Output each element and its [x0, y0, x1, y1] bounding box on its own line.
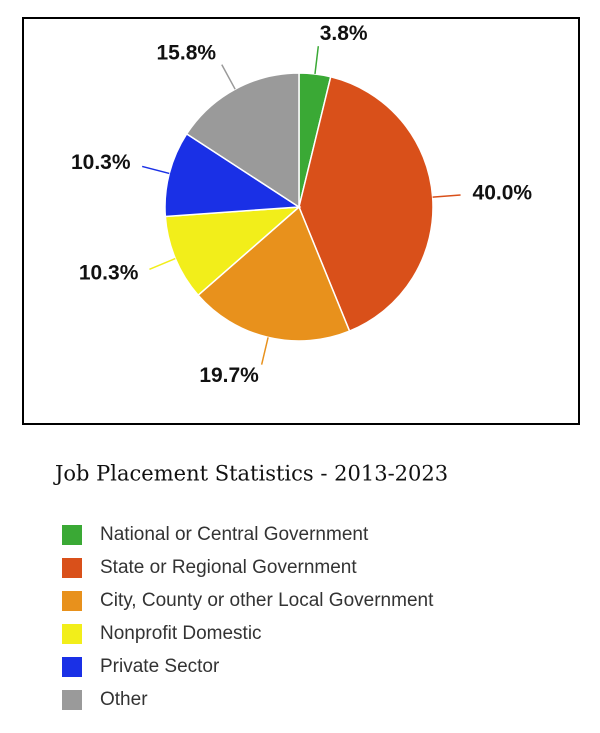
pie-slice: [185, 72, 300, 209]
leader-line: [432, 194, 461, 198]
leader-line: [141, 165, 170, 175]
chart-title: Job Placement Statistics - 2013-2023: [53, 462, 448, 486]
value-label: 3.8%: [320, 22, 368, 45]
legend-swatch: [62, 525, 82, 545]
value-label: 19.7%: [199, 364, 259, 387]
pie-slice: [164, 132, 302, 218]
legend-swatch: [62, 558, 82, 578]
value-label: 15.8%: [157, 42, 217, 65]
legend-label: State or Regional Government: [100, 557, 357, 578]
leader-line: [260, 337, 269, 365]
leader-line: [221, 64, 236, 90]
legend-swatch: [62, 591, 82, 611]
leader-line: [149, 257, 176, 270]
legend-label: City, County or other Local Government: [100, 590, 434, 611]
legend-label: Private Sector: [100, 656, 220, 677]
legend-label: National or Central Government: [100, 524, 369, 545]
legend-label: Nonprofit Domestic: [100, 623, 262, 644]
legend-swatch: [62, 657, 82, 677]
value-label: 40.0%: [473, 182, 533, 205]
leader-line: [314, 46, 320, 75]
pie-slice: [298, 75, 434, 333]
legend-swatch: [62, 624, 82, 644]
legend-swatch: [62, 690, 82, 710]
pie-slice: [164, 206, 302, 297]
value-label: 10.3%: [71, 151, 131, 174]
value-label: 10.3%: [79, 261, 139, 284]
legend-label: Other: [100, 689, 148, 710]
